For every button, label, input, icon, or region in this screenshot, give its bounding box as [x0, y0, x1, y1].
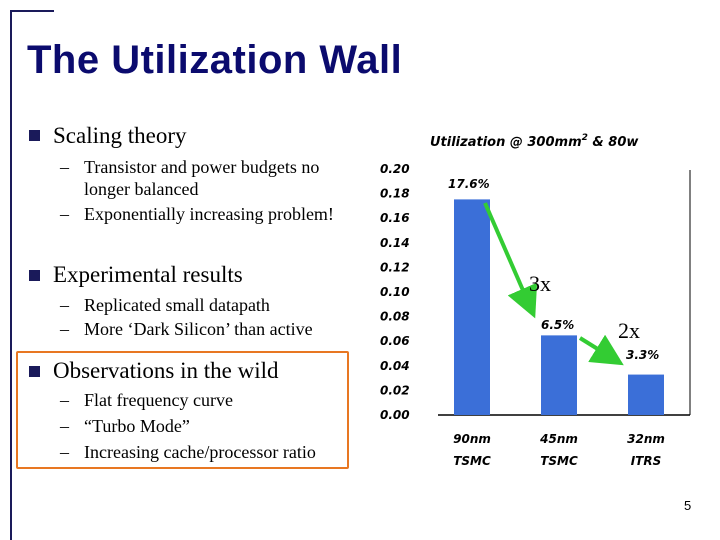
highlight-box [16, 351, 349, 469]
bar-45nm [541, 335, 577, 415]
decline-arrow-2 [578, 334, 624, 366]
sub-bullet-dash: – [60, 204, 69, 224]
bullet-experimental-results: Experimental results [53, 262, 243, 287]
page-number: 5 [684, 498, 692, 513]
y-tick-label: 0.10 [380, 285, 410, 299]
sub-bullet-text: Transistor and power budgets no longer b… [84, 157, 320, 199]
bars [454, 199, 664, 415]
sub-bullet-text: Flat frequency curve [84, 390, 233, 410]
sub-bullet-dash: – [60, 319, 69, 339]
x-tick-label: 45nm [539, 432, 578, 446]
data-label: 3.3% [626, 348, 659, 362]
sub-bullet-text: Exponentially increasing problem! [84, 204, 334, 224]
bullet-square-icon [29, 270, 40, 281]
x-tick-label: 32nm [627, 432, 665, 446]
decline-arrow-1 [483, 202, 538, 319]
sub-bullet-text: “Turbo Mode” [84, 416, 190, 436]
sub-bullet-dash: – [60, 390, 69, 410]
y-tick-label: 0.12 [380, 260, 410, 274]
x-tick-sublabel: TSMC [453, 454, 491, 468]
slide-title: The Utilization Wall [27, 38, 403, 82]
y-tick-label: 0.06 [380, 334, 410, 348]
y-tick-label: 0.14 [380, 236, 410, 250]
data-labels: 17.6% 6.5% 3.3% [448, 177, 659, 362]
x-tick-label: 90nm [453, 432, 491, 446]
slide-corner-rule-horizontal [10, 10, 54, 12]
y-axis-ticks: 0.20 0.18 0.16 0.14 0.12 0.10 0.08 0.06 0.04 0.02… [380, 162, 410, 422]
y-tick-label: 0.08 [380, 310, 410, 324]
y-tick-label: 0.16 [380, 211, 410, 225]
y-tick-label: 0.04 [380, 359, 410, 373]
bar-32nm [628, 374, 664, 415]
data-label: 17.6% [448, 177, 490, 191]
bullet-observations: Observations in the wild [53, 358, 279, 383]
bullet-square-icon [29, 130, 40, 141]
y-tick-label: 0.00 [380, 408, 410, 422]
x-tick-sublabel: TSMC [540, 454, 578, 468]
x-tick-sublabel: ITRS [631, 454, 662, 468]
annotation-3x: 3x [529, 271, 551, 296]
annotation-2x: 2x [618, 318, 640, 343]
sub-bullet-text: Increasing cache/processor ratio [84, 442, 316, 462]
sub-bullet-dash: – [60, 295, 69, 315]
y-tick-label: 0.20 [380, 162, 410, 176]
bar-90nm [454, 199, 490, 415]
slide-corner-rule-vertical [10, 10, 12, 540]
sub-bullet-text: More ‘Dark Silicon’ than active [84, 319, 313, 339]
y-tick-label: 0.18 [380, 187, 410, 201]
y-tick-label: 0.02 [380, 383, 410, 397]
bullet-scaling-theory: Scaling theory [53, 123, 187, 148]
bullet-square-icon [29, 366, 40, 377]
x-axis-labels: 90nm TSMC 45nm TSMC 32nm ITRS [453, 432, 665, 468]
data-label: 6.5% [541, 318, 574, 332]
sub-bullet-dash: – [60, 442, 69, 462]
sub-bullet-dash: – [60, 416, 69, 436]
sub-bullet-text: Replicated small datapath [84, 295, 270, 315]
chart-title: Utilization @ 300mm2 & 80w [430, 133, 639, 150]
sub-bullet-dash: – [60, 157, 69, 177]
